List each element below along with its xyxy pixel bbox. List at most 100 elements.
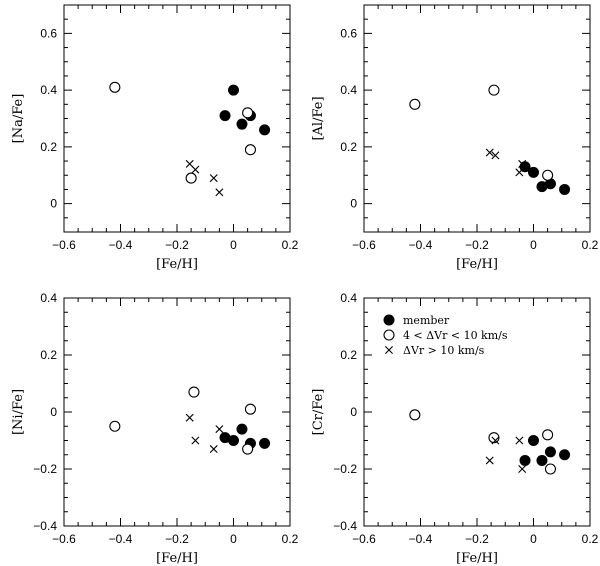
panel-alfe: −0.6 −0.4 −0.2 0 0.2 0 0.2 0.4 0.6 [Fe/H] [Al/Fe]	[311, 4, 599, 272]
y-tick-label: 0.2	[40, 140, 57, 154]
data-point	[236, 118, 248, 130]
series-cross	[485, 148, 527, 177]
x-tick-label: −0.2	[465, 238, 489, 252]
y-tick-label: 0	[350, 197, 357, 211]
data-point	[242, 107, 254, 119]
data-point	[559, 449, 571, 461]
legend-marker	[385, 346, 393, 354]
series-cross	[185, 413, 224, 454]
series-open-circle	[109, 81, 256, 184]
legend-label: 4 < ΔVr < 10 km/s	[403, 329, 508, 342]
series-open-circle	[409, 84, 554, 181]
x-tick-label: 0.2	[582, 532, 599, 546]
plot-frame	[363, 4, 591, 233]
x-tick-label: −0.2	[165, 532, 189, 546]
data-point	[528, 166, 539, 178]
x-tick-label: −0.2	[165, 238, 189, 252]
data-point	[215, 188, 224, 197]
plot-frame	[63, 297, 291, 527]
data-point	[542, 169, 554, 181]
series-filled-circle	[519, 435, 571, 466]
y-tick-label: 0	[350, 405, 357, 419]
y-tick-label: −0.4	[333, 519, 357, 533]
data-point	[228, 435, 239, 446]
panel-nafe: −0.6 −0.4 −0.2 0 0.2 0 0.2 0.4 0.6 [Fe/H] [Na/Fe]	[11, 4, 299, 272]
data-point	[219, 110, 231, 122]
data-point	[519, 454, 531, 466]
data-point	[209, 174, 218, 183]
x-axis-label: [Fe/H]	[456, 257, 498, 272]
y-axis-label: [Cr/Fe]	[311, 389, 326, 436]
data-point	[185, 413, 194, 422]
data-point	[536, 454, 548, 466]
data-point	[409, 98, 421, 110]
y-axis-label: [Al/Fe]	[311, 96, 326, 140]
y-tick-label: −0.2	[33, 462, 57, 476]
y-tick-label: 0.4	[40, 291, 57, 305]
data-point	[544, 446, 556, 458]
data-point	[409, 409, 421, 421]
y-tick-label: −0.2	[333, 462, 357, 476]
data-point	[191, 436, 200, 445]
data-point	[228, 84, 239, 96]
data-point	[109, 81, 121, 93]
series-cross	[185, 159, 224, 197]
y-tick-label: 0.4	[340, 291, 357, 305]
y-tick-label: 0.4	[40, 83, 57, 97]
y-tick-label: 0.4	[340, 83, 357, 97]
x-tick-label: 0	[530, 532, 537, 546]
data-point	[244, 144, 256, 156]
x-tick-label: 0.2	[282, 238, 299, 252]
data-point	[191, 165, 200, 174]
legend-label: ΔVr > 10 km/s	[403, 344, 485, 357]
data-point	[485, 456, 494, 465]
data-point	[491, 151, 500, 160]
plot-frame	[63, 4, 291, 233]
y-tick-label: 0	[50, 197, 57, 211]
x-tick-label: −0.4	[409, 238, 433, 252]
x-tick-label: −0.4	[409, 532, 433, 546]
data-point	[542, 429, 554, 441]
data-point	[236, 423, 248, 435]
data-point	[109, 420, 121, 432]
x-tick-label: −0.2	[465, 532, 489, 546]
data-point	[491, 436, 500, 445]
data-point	[515, 436, 524, 445]
x-tick-label: −0.4	[109, 532, 133, 546]
panel-crfe: −0.6 −0.4 −0.2 0 0.2−0.4−0.200.20.4[Fe/H][Cr…	[311, 291, 599, 566]
series-open-circle	[109, 386, 256, 455]
data-point	[485, 148, 494, 157]
data-point	[209, 445, 218, 454]
x-tick-label: −0.6	[352, 532, 376, 546]
x-axis-label: [Fe/H]	[156, 257, 198, 272]
y-axis-label: [Ni/Fe]	[11, 389, 26, 435]
data-point	[515, 168, 524, 177]
data-point	[528, 435, 539, 446]
x-tick-label: 0	[530, 238, 537, 252]
y-tick-label: −0.4	[33, 519, 57, 533]
data-point	[544, 463, 557, 475]
legend-marker	[383, 314, 395, 326]
data-point	[185, 172, 197, 184]
x-tick-label: −0.6	[52, 532, 76, 546]
data-point	[259, 437, 271, 449]
data-point	[518, 159, 527, 168]
x-axis-label: [Fe/H]	[456, 551, 498, 566]
x-tick-label: −0.4	[109, 238, 133, 252]
data-point	[215, 425, 224, 434]
x-tick-label: −0.6	[352, 238, 376, 252]
x-tick-label: 0	[230, 532, 237, 546]
data-point	[559, 183, 571, 195]
data-point	[488, 84, 500, 96]
y-tick-label: 0.2	[40, 348, 57, 362]
x-tick-label: 0.2	[282, 532, 299, 546]
series-cross	[485, 436, 527, 473]
data-point	[518, 465, 527, 473]
data-point	[188, 386, 200, 398]
y-tick-label: 0	[50, 405, 57, 419]
y-tick-label: 0.6	[40, 26, 57, 40]
data-point	[259, 124, 271, 136]
data-point	[242, 443, 254, 455]
legend-label: member	[403, 314, 450, 327]
